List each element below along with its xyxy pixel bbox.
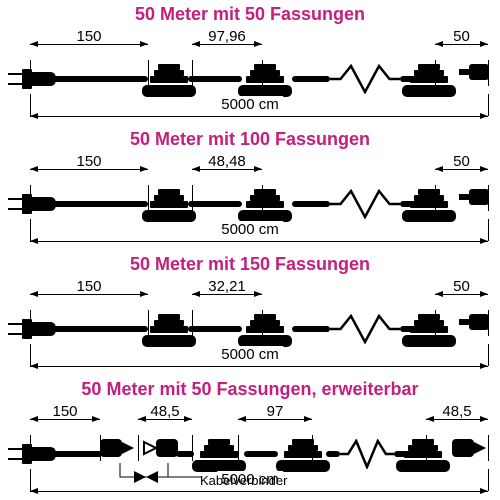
socket-icon [402, 64, 456, 100]
diagram-row: 50 Meter mit 150 Fassungen 15032,2150 500… [0, 250, 500, 375]
row-title: 50 Meter mit 50 Fassungen [0, 4, 500, 25]
endcap-icon [459, 64, 489, 80]
socket-icon [402, 314, 456, 350]
plug-icon [8, 64, 64, 94]
cable-diagram [0, 314, 500, 344]
connector-label: Kabelverbinder [200, 473, 287, 488]
socket-icon [238, 189, 292, 225]
cable-diagram [0, 439, 500, 469]
diagram-row: 50 Meter mit 50 Fassungen 15097,9650 5000… [0, 0, 500, 125]
connector-female-icon [142, 439, 178, 457]
plug-icon [8, 189, 64, 219]
row-title: 50 Meter mit 100 Fassungen [0, 129, 500, 150]
connector-male-icon [452, 439, 488, 457]
total-length-label: 5000 cm [217, 96, 283, 113]
dimension-bottom: 5000 cm [0, 227, 500, 247]
endcap-icon [459, 314, 489, 330]
diagram-row: 50 Meter mit 50 Fassungen, erweiterbar 15… [0, 375, 500, 500]
total-length-label: 5000 cm [217, 221, 283, 238]
cable-diagram [0, 64, 500, 94]
endcap-icon [459, 189, 489, 205]
dimension-top: 15048,59748,5 [0, 405, 500, 429]
socket-icon [142, 314, 196, 350]
socket-icon [396, 439, 450, 475]
total-length-label: 5000 cm [217, 346, 283, 363]
socket-icon [142, 64, 196, 100]
socket-icon [238, 314, 292, 350]
socket-icon [238, 64, 292, 100]
row-title: 50 Meter mit 50 Fassungen, erweiterbar [0, 379, 500, 400]
socket-icon [142, 189, 196, 225]
cable-diagram [0, 189, 500, 219]
socket-icon [402, 189, 456, 225]
dimension-top: 15048,4850 [0, 155, 500, 179]
connector-male-icon [100, 439, 136, 457]
dimension-bottom: 5000 cm [0, 352, 500, 372]
socket-icon [276, 439, 330, 475]
dimension-top: 15032,2150 [0, 280, 500, 304]
dimension-top: 15097,9650 [0, 30, 500, 54]
dimension-bottom: 5000 cm [0, 102, 500, 122]
diagram-row: 50 Meter mit 100 Fassungen 15048,4850 500… [0, 125, 500, 250]
row-title: 50 Meter mit 150 Fassungen [0, 254, 500, 275]
plug-icon [8, 314, 64, 344]
plug-icon [8, 439, 64, 469]
